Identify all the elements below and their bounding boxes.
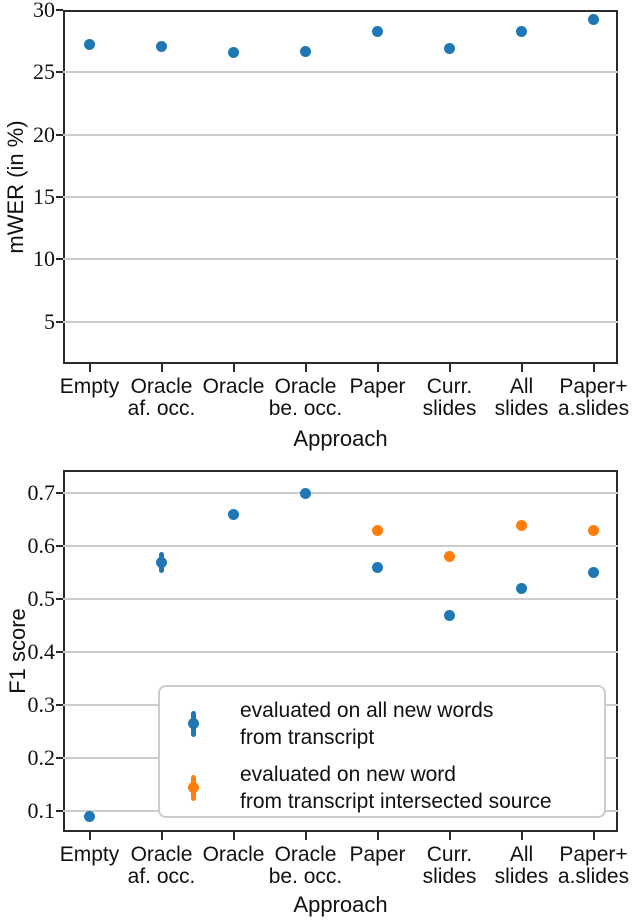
y-tick bbox=[56, 598, 63, 601]
x-tick bbox=[160, 832, 163, 840]
x-tick bbox=[160, 364, 163, 372]
x-tick bbox=[592, 832, 595, 840]
x-tick bbox=[88, 364, 91, 372]
y-tick bbox=[56, 756, 63, 759]
legend-label-line: from transcript intersected source bbox=[240, 790, 552, 813]
legend-label-line: evaluated on new word bbox=[240, 763, 456, 786]
x-tick-label: Curr. slides bbox=[422, 843, 477, 888]
y-tick bbox=[56, 258, 63, 261]
x-tick-label: Oracle be. occ. bbox=[268, 843, 343, 888]
y-tick bbox=[56, 133, 63, 136]
legend-label-line: from transcript bbox=[240, 726, 375, 749]
y-tick-label: 5 bbox=[44, 308, 55, 334]
y-tick bbox=[56, 492, 63, 495]
x-tick-label: Paper bbox=[349, 375, 406, 398]
x-tick-label: Curr. slides bbox=[422, 375, 477, 420]
legend-dot-icon bbox=[188, 782, 199, 793]
y-tick bbox=[56, 651, 63, 654]
y-tick bbox=[56, 71, 63, 74]
y-tick bbox=[56, 9, 63, 11]
x-tick-label: Empty bbox=[59, 375, 120, 398]
x-tick-label: Oracle be. occ. bbox=[268, 375, 343, 420]
x-tick-label: Paper bbox=[349, 843, 406, 866]
y-tick-label: 0.1 bbox=[27, 797, 56, 823]
x-tick bbox=[88, 832, 91, 840]
x-tick bbox=[448, 364, 451, 372]
x-tick bbox=[520, 364, 523, 372]
y-tick bbox=[56, 545, 63, 548]
x-tick-label: All slides bbox=[494, 843, 549, 888]
x-axis-label-approach-bottom: Approach bbox=[293, 892, 388, 917]
legend-label-line: evaluated on all new words bbox=[240, 699, 494, 722]
y-tick-label: 0.7 bbox=[27, 480, 56, 506]
y-tick bbox=[56, 703, 63, 706]
x-tick bbox=[232, 364, 235, 372]
x-tick-label: Oracle af. occ. bbox=[127, 843, 196, 888]
x-tick bbox=[592, 364, 595, 372]
y-tick-label: 30 bbox=[33, 0, 55, 22]
x-axis-label-approach-top: Approach bbox=[293, 426, 388, 451]
x-tick-label: Oracle af. occ. bbox=[127, 375, 196, 420]
x-tick bbox=[520, 832, 523, 840]
x-tick-label: Empty bbox=[59, 843, 120, 866]
x-tick-label: Paper+ a.slides bbox=[557, 375, 630, 420]
legend: evaluated on all new words from transcri… bbox=[158, 685, 606, 818]
x-tick bbox=[376, 832, 379, 840]
x-tick bbox=[448, 832, 451, 840]
y-axis-label-mwer: mWER (in %) bbox=[3, 120, 28, 254]
y-tick bbox=[56, 195, 63, 198]
x-tick-label: Paper+ a.slides bbox=[557, 843, 630, 888]
legend-entry-blue: evaluated on all new words from transcri… bbox=[240, 697, 493, 751]
legend-entry-orange: evaluated on new word from transcript in… bbox=[240, 761, 552, 815]
x-tick-label: Oracle bbox=[202, 843, 265, 866]
x-tick bbox=[304, 364, 307, 372]
mwer-plot-area bbox=[63, 10, 618, 364]
y-axis-label-f1: F1 score bbox=[5, 608, 30, 694]
x-tick-label: Oracle bbox=[202, 375, 265, 398]
x-tick-label: All slides bbox=[494, 375, 549, 420]
x-tick bbox=[232, 832, 235, 840]
x-tick bbox=[304, 832, 307, 840]
y-tick bbox=[56, 320, 63, 323]
x-tick bbox=[376, 364, 379, 372]
y-tick bbox=[56, 809, 63, 812]
legend-dot-icon bbox=[188, 718, 199, 729]
